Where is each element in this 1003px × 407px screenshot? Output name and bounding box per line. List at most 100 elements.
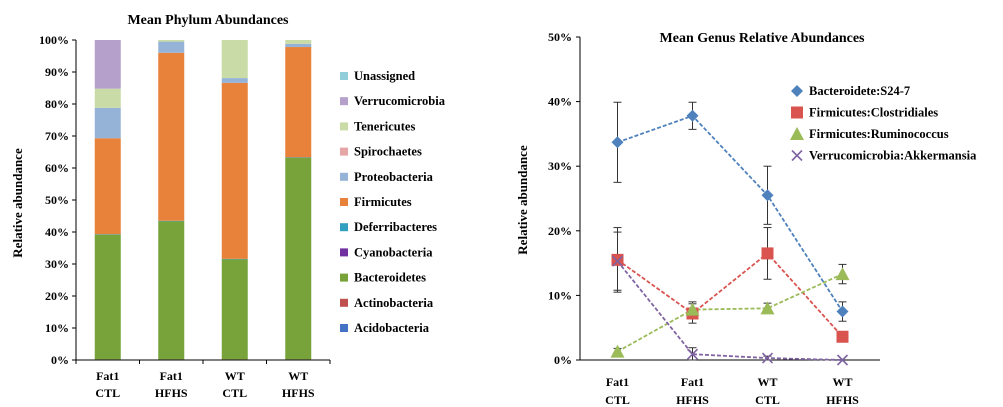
marker-bacteroidete-s24-7 <box>761 189 774 202</box>
series-line-verrucomicrobia-akkermansia <box>616 260 843 361</box>
legend-swatch-actinobacteria <box>340 298 348 307</box>
series-line-firmicutes-clostridiales <box>616 252 844 338</box>
phylum-x-tick-label: HFHS <box>155 386 188 400</box>
legend-marker-verrucomicrobia-akkermansia-stroke <box>791 149 803 162</box>
phylum-x-tick-label: Fat1 <box>96 369 119 383</box>
genus-axes <box>576 36 880 361</box>
genus-y-tick-label: 50% <box>548 30 572 44</box>
genus-x-tick-label: CTL <box>755 393 780 407</box>
legend-marker-firmicutes-clostridiales <box>791 106 803 119</box>
marker-verrucomicrobia-akkermansia <box>686 348 699 360</box>
bar-segment-bacteroidetes <box>221 259 248 360</box>
bar-segment-proteobacteria <box>285 43 312 48</box>
phylum-chart-title: Mean Phylum Abundances <box>127 13 289 28</box>
phylum-y-ticks: 0% 10% 20% 30% 40% 50% 60% 70% 80% 90% 100% <box>39 33 69 367</box>
legend-swatch-tenericutes <box>340 122 348 131</box>
genus-y-axis-label: Relative abundance <box>515 145 530 255</box>
bar-segment-bacteroidetes <box>158 221 185 360</box>
marker-firmicutes-ruminococcus <box>835 267 850 281</box>
legend-label-firmicutes-ruminococcus: Firmicutes:Ruminococcus <box>809 127 949 141</box>
legend-label-bacteroidetes: Bacteroidetes <box>354 271 426 285</box>
genus-x-tick-label: HFHS <box>826 393 859 407</box>
bar-segment-tenericutes <box>158 40 185 42</box>
legend-label-bacteroidete-s24-7: Bacteroidete:S24-7 <box>809 84 910 98</box>
genus-x-ticks: Fat1 CTL Fat1 HFHS WT CTL WT HFHS <box>605 375 859 407</box>
legend-swatch-deferribacteres <box>340 223 348 232</box>
bar-segment-bacteroidetes <box>94 234 121 360</box>
bar-segment-tenericutes <box>94 88 121 108</box>
phylum-x-tick-label: Fat1 <box>160 369 183 383</box>
legend-label-firmicutes: Firmicutes <box>354 195 412 209</box>
genus-x-tick-label: HFHS <box>676 393 709 407</box>
genus-chart: Mean Genus Relative Abundances Relative … <box>515 30 977 407</box>
marker-firmicutes-clostridiales <box>761 247 774 260</box>
bar-segment-tenericutes <box>221 40 248 79</box>
bar-segment-firmicutes <box>94 138 121 235</box>
marker-bacteroidete-s24-7 <box>611 136 624 149</box>
phylum-y-tick-label: 0% <box>51 353 69 367</box>
marker-verrucomicrobia-akkermansia-stroke <box>686 348 699 360</box>
bar-segment-proteobacteria <box>158 41 185 53</box>
bar-segment-firmicutes <box>158 52 185 221</box>
phylum-y-axis-label: Relative abundance <box>10 148 25 258</box>
marker-verrucomicrobia-akkermansia <box>761 352 774 364</box>
legend-swatch-proteobacteria <box>340 172 348 181</box>
legend-marker-verrucomicrobia-akkermansia <box>791 149 803 162</box>
genus-y-tick-label: 30% <box>548 159 572 173</box>
bar-segment-firmicutes <box>285 47 312 158</box>
legend-swatch-cyanobacteria <box>340 248 348 257</box>
legend-swatch-spirochaetes <box>340 147 348 156</box>
genus-y-tick-label: 40% <box>548 95 572 109</box>
legend-marker-firmicutes-ruminococcus <box>790 127 804 140</box>
legend-swatch-verrucomicrobia <box>340 97 348 106</box>
phylum-x-tick-label: CTL <box>95 386 120 400</box>
marker-firmicutes-ruminococcus <box>760 301 775 315</box>
phylum-x-ticks: Fat1 CTL Fat1 HFHS WT CTL WT HFHS <box>95 369 315 400</box>
legend-label-firmicutes-clostridiales: Firmicutes:Clostridiales <box>809 106 938 120</box>
marker-bacteroidete-s24-7 <box>836 305 849 318</box>
bar-segment-deferribacteres <box>94 234 121 235</box>
genus-y-tick-label: 10% <box>548 288 572 302</box>
genus-y-tick-label: 0% <box>554 353 572 367</box>
marker-firmicutes-clostridiales <box>611 253 624 266</box>
genus-series-lines <box>616 114 844 361</box>
legend-label-spirochaetes: Spirochaetes <box>354 145 422 159</box>
legend-swatch-acidobacteria <box>340 324 348 332</box>
marker-firmicutes-clostridiales <box>836 330 849 343</box>
phylum-y-tick-label: 40% <box>45 225 69 239</box>
legend-label-verrucomicrobia-akkermansia: Verrucomicrobia:Akkermansia <box>809 149 977 163</box>
bar-segment-tenericutes <box>285 40 312 44</box>
legend-swatch-unassigned <box>340 72 348 80</box>
marker-firmicutes-ruminococcus <box>685 302 700 316</box>
bar-segment-proteobacteria <box>94 107 121 139</box>
genus-x-tick-label: CTL <box>605 393 630 407</box>
legend-label-tenericutes: Tenericutes <box>354 119 415 133</box>
bar-segment-deferribacteres <box>221 258 248 260</box>
legend-label-acidobacteria: Acidobacteria <box>354 321 430 335</box>
phylum-x-tick-label: WT <box>225 369 245 383</box>
legend-label-cyanobacteria: Cyanobacteria <box>354 245 433 259</box>
phylum-y-tick-label: 20% <box>45 289 69 303</box>
legend-label-deferribacteres: Deferribacteres <box>354 220 437 234</box>
phylum-y-tick-label: 70% <box>45 129 69 143</box>
bar-segment-proteobacteria <box>221 78 248 83</box>
phylum-x-tick-label: HFHS <box>282 386 315 400</box>
genus-x-tick-label: Fat1 <box>606 375 629 389</box>
phylum-x-tick-label: WT <box>288 369 308 383</box>
bar-segment-deferribacteres <box>158 220 185 222</box>
legend-marker-bacteroidete-s24-7 <box>791 85 803 97</box>
bar-segment-bacteroidetes <box>285 157 312 360</box>
legend-label-unassigned: Unassigned <box>354 69 415 83</box>
genus-y-tick-label: 20% <box>548 224 572 238</box>
phylum-y-tick-label: 10% <box>45 321 69 335</box>
marker-bacteroidete-s24-7 <box>686 109 699 122</box>
legend-swatch-bacteroidetes <box>340 273 348 282</box>
bar-segment-verrucomicrobia <box>94 40 121 89</box>
phylum-bars <box>94 40 312 360</box>
phylum-axes <box>72 39 331 364</box>
bar-segment-deferribacteres <box>285 157 312 158</box>
phylum-legend: Unassigned Verrucomicrobia Tenericutes Spir… <box>340 69 446 335</box>
marker-firmicutes-ruminococcus <box>610 344 625 358</box>
genus-y-ticks: 0% 10% 20% 30% 40% 50% <box>548 30 572 367</box>
